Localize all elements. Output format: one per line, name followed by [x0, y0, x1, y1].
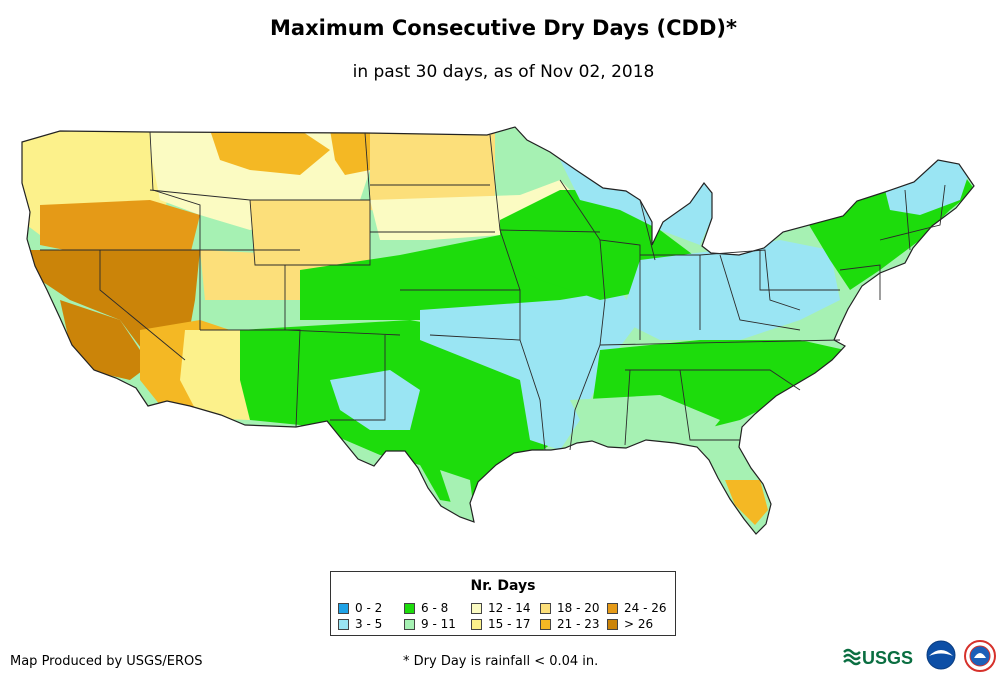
state-border — [679, 369, 740, 441]
state-border — [624, 369, 631, 446]
legend-title: Nr. Days — [470, 578, 536, 594]
state-border — [429, 334, 546, 451]
legend-item-5: 15 - 17 — [471, 617, 531, 631]
state-border — [330, 335, 386, 421]
legend-swatch — [338, 603, 349, 614]
state-border — [149, 189, 251, 201]
legend-swatch — [338, 619, 349, 630]
legend-label: 9 - 11 — [421, 617, 456, 631]
state-border — [904, 189, 911, 251]
zone-ohio-valley — [620, 240, 840, 340]
zone-gulf-coast — [570, 395, 720, 445]
usgs-logo: USGS — [843, 648, 913, 668]
legend-label: 12 - 14 — [488, 601, 531, 615]
state-border — [599, 339, 841, 346]
zone-wyoming — [250, 200, 370, 268]
legend-label: 18 - 20 — [557, 601, 600, 615]
legend-swatch — [471, 619, 482, 630]
legend-item-0: 0 - 2 — [338, 601, 382, 615]
map-credit: Map Produced by USGS/EROS — [10, 654, 203, 669]
state-border — [99, 250, 186, 361]
map-subtitle: in past 30 days, as of Nov 02, 2018 — [352, 62, 655, 82]
legend-item-1: 3 - 5 — [338, 617, 382, 631]
zone-utah-colorado — [200, 250, 320, 300]
legend-swatch — [607, 619, 618, 630]
zone-montana-east — [330, 130, 370, 175]
nws-logo — [964, 640, 996, 672]
zone-dakotas — [370, 130, 495, 215]
legend-swatch — [404, 619, 415, 630]
legend-item-2: 6 - 8 — [404, 601, 448, 615]
legend-label: > 26 — [624, 617, 654, 631]
dry-day-footnote: * Dry Day is rainfall < 0.04 in. — [403, 654, 599, 669]
legend-swatch — [540, 619, 551, 630]
legend-item-6: 18 - 20 — [540, 601, 600, 615]
legend-item-9: > 26 — [607, 617, 653, 631]
state-border — [249, 199, 371, 266]
legend-label: 24 - 26 — [624, 601, 667, 615]
legend-label: 3 - 5 — [355, 617, 383, 631]
state-border — [759, 250, 840, 291]
legend-label: 6 - 8 — [421, 601, 449, 615]
state-border — [699, 249, 801, 311]
legend-swatch — [404, 603, 415, 614]
legend-label: 21 - 23 — [557, 617, 600, 631]
map-title: Maximum Consecutive Dry Days (CDD)* — [270, 16, 737, 40]
legend: Nr. Days 0 - 2 3 - 5 6 - 8 9 - 11 12 - 1… — [330, 571, 676, 636]
zone-cal-coast — [60, 300, 150, 380]
usgs-logo-text: USGS — [862, 648, 913, 668]
state-border — [639, 199, 656, 261]
state-border — [364, 132, 371, 201]
legend-item-8: 24 - 26 — [607, 601, 667, 615]
zone-montana-dry — [210, 127, 330, 175]
legend-swatch — [471, 603, 482, 614]
zone-new-mexico-east — [330, 370, 420, 430]
legend-label: 15 - 17 — [488, 617, 531, 631]
legend-item-4: 12 - 14 — [471, 601, 531, 615]
legend-item-3: 9 - 11 — [404, 617, 456, 631]
zone-texas-coast — [440, 470, 475, 520]
state-border — [625, 369, 801, 391]
usgs-wave-icon — [843, 648, 861, 666]
state-border — [200, 329, 301, 428]
legend-item-7: 21 - 23 — [540, 617, 600, 631]
noaa-logo — [926, 640, 956, 670]
state-border — [149, 131, 201, 330]
state-border — [559, 179, 641, 340]
legend-label: 0 - 2 — [355, 601, 383, 615]
legend-swatch — [607, 603, 618, 614]
state-border — [499, 229, 601, 233]
zone-sw-light — [180, 330, 250, 420]
state-border — [719, 254, 801, 331]
zone-oregon-idaho — [40, 200, 200, 255]
state-border — [839, 264, 881, 300]
zone-florida-dry — [725, 480, 768, 525]
legend-swatch — [540, 603, 551, 614]
state-border — [879, 184, 946, 241]
